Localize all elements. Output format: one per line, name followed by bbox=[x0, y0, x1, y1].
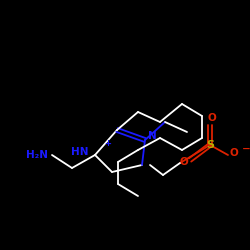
Text: HN: HN bbox=[70, 147, 88, 157]
Text: −: − bbox=[242, 144, 250, 154]
Text: S: S bbox=[206, 140, 214, 150]
Text: H₂N: H₂N bbox=[26, 150, 48, 160]
Text: O: O bbox=[179, 157, 188, 167]
Text: O: O bbox=[230, 148, 239, 158]
Text: O: O bbox=[208, 113, 216, 123]
Text: N: N bbox=[148, 131, 157, 141]
Text: +: + bbox=[104, 138, 111, 147]
